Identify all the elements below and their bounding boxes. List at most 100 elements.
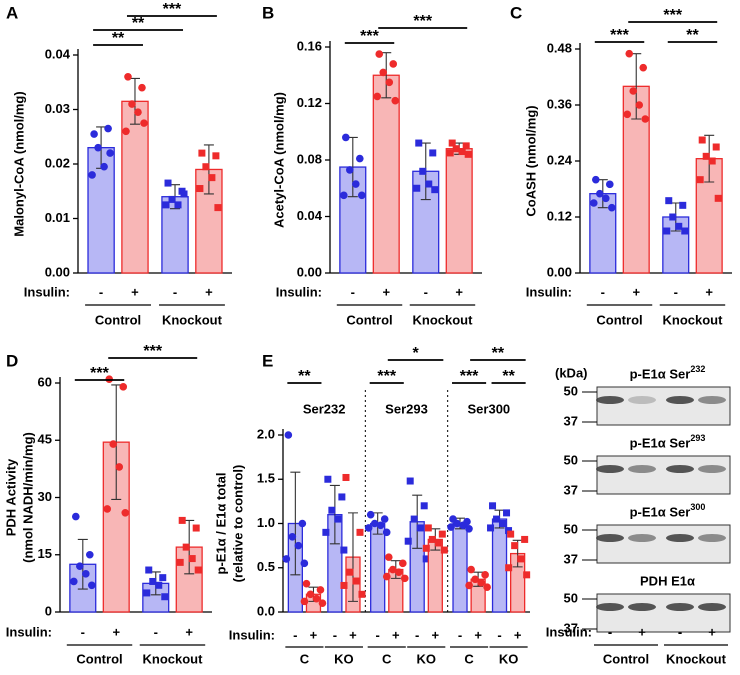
marker-label: 50: [564, 452, 578, 467]
y-tick-label: 0.04: [45, 46, 71, 61]
data-point: [194, 566, 202, 574]
blot-unit: (kDa): [555, 365, 588, 380]
insulin-sign: -: [458, 627, 462, 642]
data-point: [639, 63, 648, 72]
data-point: [356, 528, 364, 536]
y-tick-label: 0.04: [297, 208, 323, 223]
data-point: [440, 546, 448, 554]
blot-band: [666, 534, 694, 542]
data-point: [140, 119, 148, 127]
subgroup-label: KO: [334, 651, 354, 666]
data-point: [452, 145, 460, 153]
data-point: [352, 577, 360, 585]
blot-label-sup: 300: [690, 502, 705, 512]
group-label: Ser232: [303, 401, 346, 416]
data-point: [400, 574, 409, 583]
data-point: [380, 515, 389, 523]
data-point: [182, 543, 190, 551]
significance-label: **: [502, 368, 515, 385]
marker-label: 50: [564, 590, 578, 605]
subgroup-label: C: [464, 651, 474, 666]
blot-band: [628, 534, 656, 542]
bar: [121, 100, 149, 274]
data-point: [138, 83, 146, 92]
insulin-sign: +: [708, 624, 716, 639]
insulin-sign: -: [293, 627, 297, 642]
significance-label: **: [132, 15, 145, 32]
significance-label: *: [412, 345, 419, 362]
insulin-sign: +: [131, 284, 139, 299]
data-point: [406, 477, 414, 485]
bar: [175, 546, 203, 613]
insulin-sign: -: [99, 284, 103, 299]
insulin-label: Insulin:: [546, 624, 592, 639]
data-point: [398, 559, 407, 568]
data-point: [86, 550, 94, 559]
data-point: [328, 506, 336, 514]
data-point: [192, 524, 200, 532]
y-tick-label: 1.0: [257, 515, 275, 530]
data-point: [425, 180, 433, 188]
data-point: [384, 553, 393, 561]
y-tick-label: 0.16: [297, 38, 322, 53]
significance-label: ***: [90, 365, 109, 382]
data-point: [669, 213, 677, 221]
data-point: [385, 78, 394, 87]
blot-band: [596, 465, 624, 473]
data-point: [300, 559, 309, 568]
data-point: [346, 568, 354, 576]
data-point: [389, 60, 398, 68]
blot-label: PDH E1α: [640, 573, 695, 588]
group-label: Control: [346, 312, 392, 327]
data-point: [419, 167, 427, 175]
y-tick-label: 0.08: [297, 151, 322, 166]
blot-label-sup: 293: [690, 433, 705, 443]
data-point: [356, 154, 364, 163]
data-point: [517, 555, 525, 563]
data-point: [590, 199, 598, 207]
data-point: [391, 96, 400, 105]
data-point: [282, 555, 291, 563]
insulin-sign: -: [173, 284, 177, 299]
blot-band: [698, 534, 726, 542]
insulin-sign: +: [474, 627, 482, 642]
insulin-sign: +: [705, 284, 713, 299]
marker-label: 37: [564, 551, 578, 566]
data-point: [178, 516, 186, 524]
data-point: [487, 524, 495, 532]
insulin-sign: -: [81, 624, 85, 639]
data-point: [424, 524, 432, 532]
group-label: Control: [603, 651, 649, 666]
data-point: [128, 100, 136, 108]
data-point: [696, 176, 704, 184]
significance-label: ***: [663, 7, 682, 24]
significance-label: ***: [610, 27, 629, 44]
data-point: [413, 184, 421, 192]
error-bar: [129, 77, 140, 125]
blot-band: [596, 603, 624, 611]
blot-band: [628, 396, 656, 404]
data-point: [100, 162, 108, 171]
data-point: [376, 521, 385, 530]
data-point: [438, 530, 446, 538]
data-point: [505, 564, 513, 572]
data-point: [145, 566, 153, 574]
data-point: [471, 575, 479, 584]
marker-label: 37: [564, 620, 578, 635]
data-point: [306, 590, 315, 599]
bar: [491, 518, 508, 613]
data-point: [394, 568, 403, 576]
data-point: [523, 571, 531, 579]
data-point: [358, 590, 366, 598]
data-point: [375, 50, 384, 58]
y-axis-label: CoASH (nmol/mg): [523, 105, 538, 216]
marker-label: 37: [564, 482, 578, 497]
significance-label: ***: [460, 368, 479, 385]
data-point: [358, 191, 366, 200]
error-bar: [347, 512, 358, 602]
insulin-label: Insulin:: [24, 284, 70, 299]
blot-label: p-E1α Ser293: [630, 433, 706, 450]
blot-label: p-E1α Ser232: [630, 364, 706, 381]
data-point: [499, 520, 507, 527]
subgroup-label: C: [300, 651, 310, 666]
